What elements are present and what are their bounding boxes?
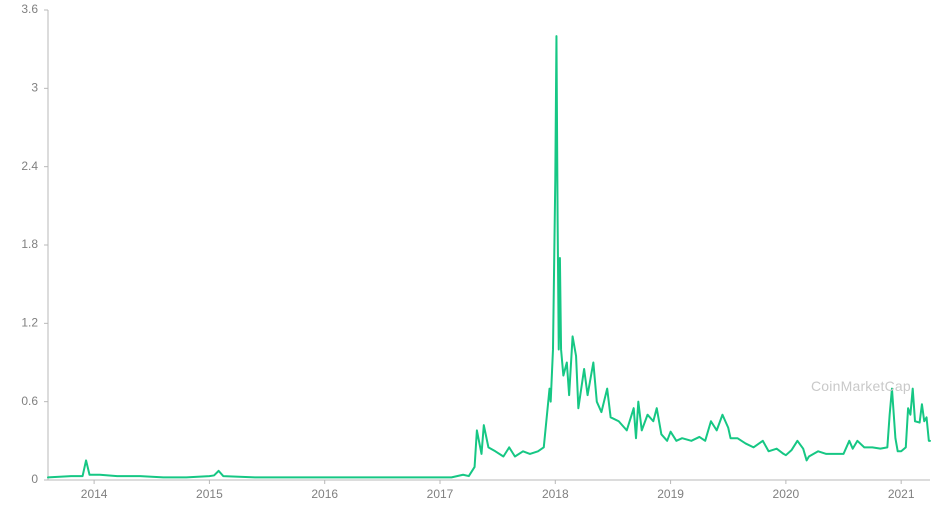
y-tick-label: 0 xyxy=(31,472,38,486)
x-tick-label: 2019 xyxy=(657,487,684,501)
y-tick-label: 1.2 xyxy=(21,316,38,330)
y-tick-label: 2.4 xyxy=(21,159,38,173)
x-tick-label: 2017 xyxy=(427,487,454,501)
y-tick-label: 3 xyxy=(31,81,38,95)
x-tick-label: 2020 xyxy=(773,487,800,501)
price-chart: 0 0.6 1.2 1.8 2.4 3 3.6 2014 2015 2016 2017 2018 201… xyxy=(0,0,944,526)
x-tick-label: 2018 xyxy=(542,487,569,501)
y-tick-label: 3.6 xyxy=(21,2,38,16)
x-tick-label: 2014 xyxy=(81,487,108,501)
y-tick-label: 1.8 xyxy=(21,237,38,251)
x-tick-label: 2021 xyxy=(888,487,915,501)
x-tick-label: 2016 xyxy=(311,487,338,501)
y-tick-label: 0.6 xyxy=(21,394,38,408)
x-tick-label: 2015 xyxy=(196,487,223,501)
price-line xyxy=(48,36,930,477)
chart-svg: 0 0.6 1.2 1.8 2.4 3 3.6 2014 2015 2016 2017 2018 201… xyxy=(0,0,944,526)
